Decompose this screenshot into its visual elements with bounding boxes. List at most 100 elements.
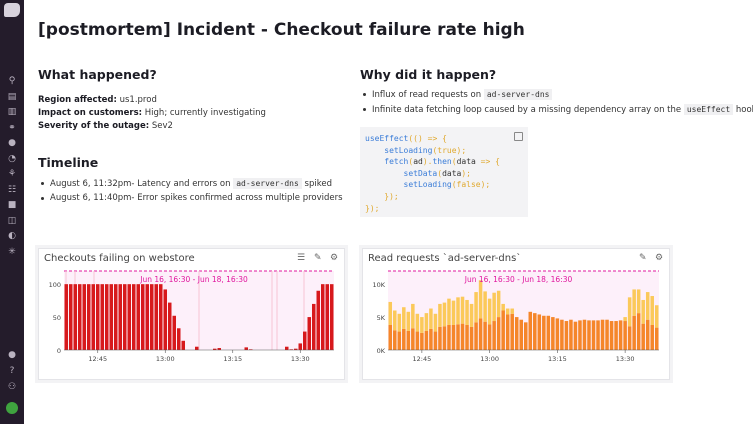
bar — [177, 328, 181, 350]
x-tick-label: 13:15 — [223, 355, 242, 363]
list-item: Influx of read requests on ad-server-dns — [360, 87, 753, 102]
security-icon[interactable]: ◫ — [7, 215, 17, 226]
bar — [87, 284, 91, 350]
y-tick-label: 100 — [49, 281, 61, 289]
bar-segment — [456, 297, 460, 325]
bar-segment — [596, 320, 600, 350]
bar-segment — [393, 310, 397, 331]
bar-segment — [478, 318, 483, 350]
x-tick-label: 13:00 — [156, 355, 175, 363]
bar-segment — [519, 319, 523, 350]
bar-segment — [587, 320, 591, 350]
bar-segment — [501, 310, 505, 350]
bar-segment — [564, 321, 569, 350]
timeline-heading: Timeline — [38, 155, 99, 170]
bar-segment — [469, 303, 474, 327]
chart-icon[interactable]: ▥ — [7, 107, 17, 117]
bar — [145, 284, 149, 350]
bar-segment — [393, 330, 397, 350]
bar-segment — [402, 307, 406, 329]
bar-segment — [402, 328, 406, 350]
bar-segment — [496, 290, 501, 318]
bar-segment — [447, 324, 451, 350]
bar-segment — [451, 300, 456, 325]
bar-segment — [636, 289, 641, 314]
edit-icon[interactable]: ✎ — [314, 253, 322, 263]
bar-segment — [474, 322, 478, 350]
bar-segment — [609, 321, 614, 350]
copy-icon[interactable] — [514, 132, 523, 141]
bar-segment — [636, 313, 641, 350]
bar-segment — [569, 319, 573, 350]
bar-segment — [501, 303, 505, 311]
alert-icon[interactable]: ● — [8, 138, 16, 148]
bar — [213, 348, 217, 350]
bar-segment — [483, 321, 487, 350]
bar — [330, 284, 334, 350]
bar-segment — [505, 314, 510, 350]
info-label: Region affected: — [38, 95, 117, 105]
bar-segment — [654, 305, 659, 328]
bar — [100, 284, 104, 350]
x-tick-label: 13:15 — [548, 355, 567, 363]
legend-icon[interactable]: ☰ — [297, 253, 306, 263]
bar-segment — [406, 311, 411, 331]
info-label: Severity of the outage: — [38, 121, 150, 131]
team-icon[interactable]: ⚇ — [7, 382, 17, 392]
y-tick-label: 5K — [377, 314, 386, 322]
bar-segment — [442, 302, 447, 327]
bar-segment — [411, 328, 415, 350]
datadog-logo[interactable] — [4, 3, 20, 17]
x-tick-label: 13:00 — [480, 355, 499, 363]
bar-segment — [555, 318, 560, 350]
y-tick-label: 50 — [53, 314, 61, 322]
bar — [132, 284, 136, 350]
bar — [109, 284, 113, 350]
info-row: Severity of the outage: Sev2 — [38, 121, 173, 131]
timeline-list: August 6, 11:32pm- Latency and errors on… — [38, 176, 343, 206]
bar — [321, 284, 325, 350]
integrations-icon[interactable]: ✳ — [8, 246, 16, 257]
binoculars-icon[interactable]: ⚲ — [8, 76, 16, 86]
list-text: spiked — [301, 179, 332, 189]
chart-svg: 0 50 100 12:45 13:00 13:15 13:30 Jun 16, 16:30 … — [49, 270, 334, 363]
bar-segment — [605, 319, 609, 350]
chart-svg: 0K 5K 10K 12:45 13:00 13:15 13:30 Jun 16, 16:30… — [372, 270, 659, 363]
bar-segment — [424, 313, 429, 331]
bar-segment — [510, 313, 514, 350]
gauge-icon[interactable]: ◔ — [8, 153, 16, 164]
bar-segment — [433, 313, 438, 332]
bar — [294, 348, 298, 350]
bar-segment — [514, 317, 519, 350]
monitor-icon[interactable]: ◐ — [8, 231, 16, 241]
bar-segment — [645, 292, 650, 320]
bar-segment — [465, 324, 469, 350]
help-icon[interactable]: ? — [9, 366, 15, 376]
bar — [123, 284, 127, 350]
logs-icon[interactable]: ☷ — [7, 184, 17, 195]
apm-icon[interactable]: ⚘ — [7, 169, 17, 179]
bar-segment — [627, 297, 632, 327]
list-icon[interactable]: ▤ — [7, 91, 17, 102]
bar — [195, 346, 199, 350]
bar-segment — [429, 328, 433, 350]
gear-icon[interactable]: ⚙ — [655, 253, 664, 263]
list-text: August 6, 11:40pm- Error spikes confirme… — [50, 193, 343, 203]
bar-segment — [578, 320, 582, 350]
bar-segment — [474, 292, 478, 323]
bar-segment — [460, 296, 465, 324]
chat-icon[interactable]: ● — [8, 350, 16, 360]
bar-segment — [424, 330, 429, 350]
bar-segment — [528, 311, 533, 350]
gear-icon[interactable]: ⚙ — [330, 253, 339, 263]
bar-segment — [600, 319, 605, 350]
inline-code: ad-server-dns — [233, 178, 302, 189]
notebook-icon[interactable]: ■ — [7, 200, 17, 210]
edit-icon[interactable]: ✎ — [639, 253, 647, 263]
bar — [316, 290, 320, 350]
infrastructure-icon[interactable]: ⚭ — [8, 122, 16, 133]
bar-segment — [632, 315, 636, 350]
user-avatar[interactable] — [6, 402, 18, 414]
info-value: High; currently investigating — [142, 108, 266, 118]
range-annotation: Jun 16, 16:30 - Jun 18, 16:30 — [139, 275, 248, 284]
